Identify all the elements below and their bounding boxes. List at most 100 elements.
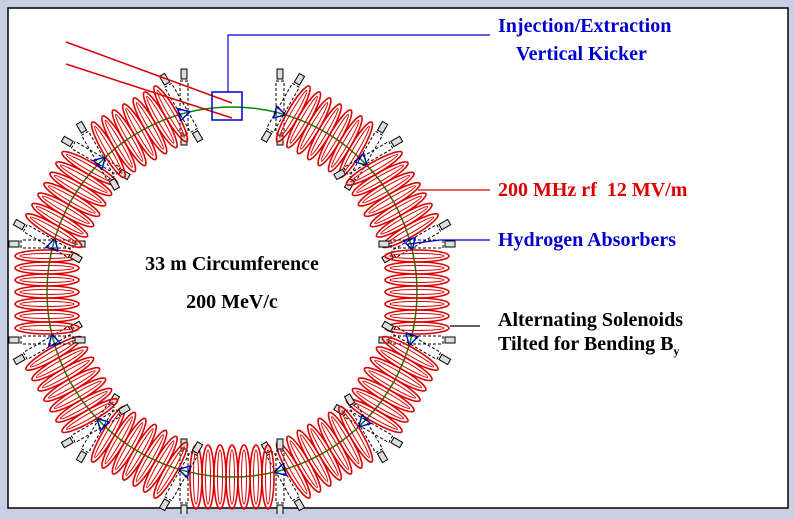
bracket [158,72,171,86]
bracket [180,68,188,80]
momentum-label: 200 MeV/c [186,291,278,313]
coil-inner [59,391,108,420]
coil-inner [389,265,445,271]
coil-inner [368,370,417,399]
bracket [376,450,389,464]
coil [153,85,189,143]
coil-inner [35,349,84,378]
solenoid-cell [260,393,389,512]
coil-inner [35,206,84,235]
coil-inner [320,422,350,471]
bracket [438,218,452,231]
solenoid-cell [8,239,86,345]
coil-inner [380,349,429,378]
coil-inner [310,107,339,156]
bracket [108,177,121,191]
coil-inner [289,440,318,489]
coil-inner [279,89,308,138]
coil-inner [265,449,271,505]
coil-inner [299,434,329,483]
injection-line [65,41,233,104]
coil-inner [47,185,96,214]
coil-inner [389,301,445,307]
coil-inner [47,370,96,399]
coil-inner [217,449,223,505]
bracket [276,504,284,516]
coil-inner [104,119,133,168]
absorber-label: Hydrogen Absorbers [498,229,676,251]
coil-inner [310,428,339,477]
solenoid-cell [12,320,131,449]
kicker-label: Injection/Extraction [498,15,671,37]
coil-inner [19,277,75,283]
bracket [378,240,390,248]
leader-line [227,34,490,92]
rf-label: 200 MHz rf 12 MV/m [498,179,688,201]
bracket [376,120,389,134]
absorber [44,236,59,252]
coil-inner [65,401,114,430]
coil-inner [205,449,211,505]
subscript: y [673,344,679,358]
coil-inner [125,107,154,156]
absorber [47,332,62,348]
coil-inner [19,265,75,271]
solenoid-cell [378,239,456,345]
center-label: 33 m Circumference [145,253,319,275]
bracket [75,450,88,464]
coil-inner [125,428,154,477]
coil-inner [114,422,144,471]
absorber [176,107,192,122]
bracket [293,72,306,86]
coil-inner [356,164,405,193]
bracket [12,218,26,231]
bracket [117,403,131,416]
bracket [343,393,356,407]
absorber [353,151,369,167]
coil-inner [289,95,318,144]
coil-inner [299,101,329,150]
bracket [60,436,74,449]
bracket [69,251,83,264]
coil-inner [389,277,445,283]
bracket [444,336,456,344]
coil-inner [53,380,102,410]
bracket [158,498,171,512]
bracket [191,441,204,455]
bracket [8,336,20,344]
coil-inner [19,289,75,295]
bracket [293,498,306,512]
coil-inner [374,195,423,225]
coil-inner [135,101,165,150]
bracket [191,129,204,143]
coil-inner [380,206,429,235]
coil-inner [389,253,445,259]
coil-inner [368,185,417,214]
absorber [176,465,192,480]
coil-inner [114,113,144,162]
coil-inner [29,216,78,245]
leader-line [407,239,490,245]
absorber [272,462,288,477]
coil-inner [146,95,175,144]
coil-inner [19,325,75,331]
coil-inner [19,313,75,319]
solenoid-cell [75,72,204,191]
kicker-label: Vertical Kicker [516,43,647,65]
bracket [74,336,86,344]
coil-inner [374,359,423,389]
beam-orbit [46,106,418,478]
coil-inner [135,434,165,483]
bracket [333,168,347,181]
coil-inner [41,359,90,389]
injection-line [65,63,233,119]
solenoid-label: Alternating Solenoids [498,309,683,331]
coil-inner [19,301,75,307]
bracket [260,129,273,143]
coil-inner [341,410,370,459]
bracket [60,135,74,148]
coil-inner [389,289,445,295]
coil-inner [253,449,259,505]
